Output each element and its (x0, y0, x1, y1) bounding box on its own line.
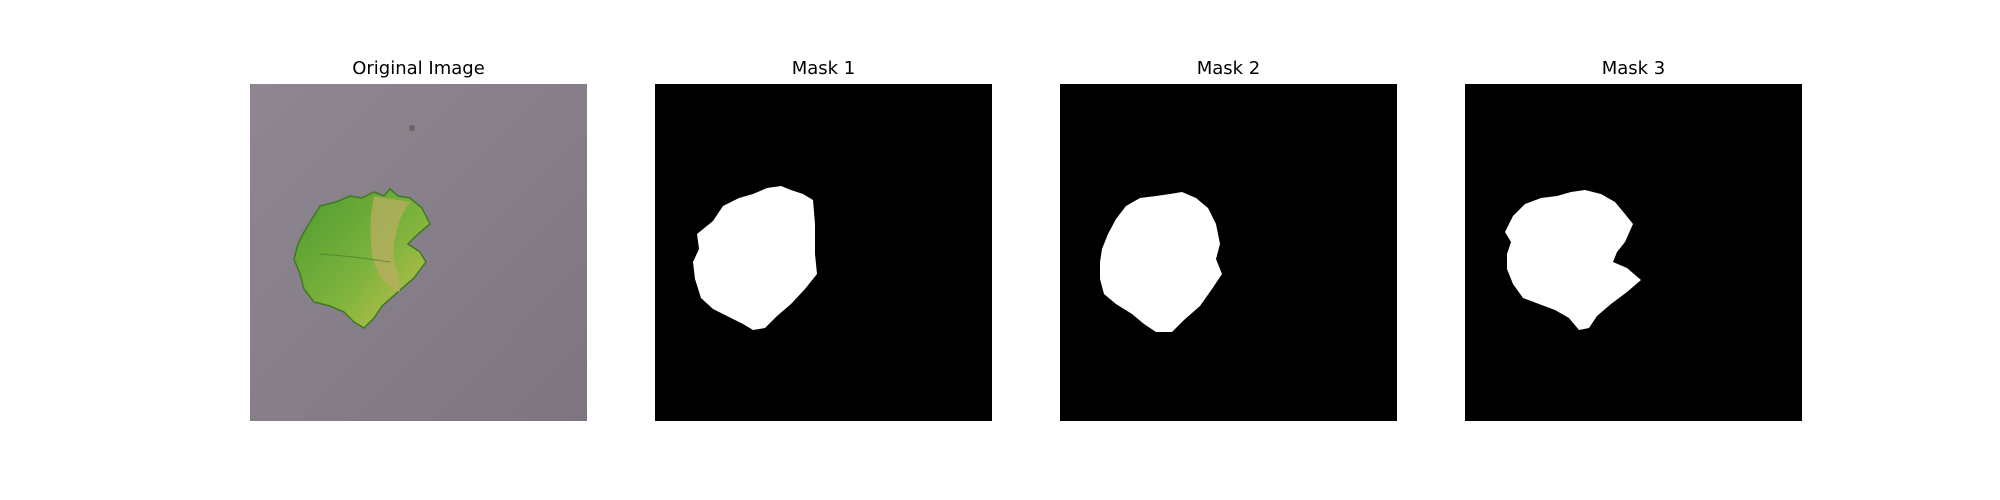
mask-1-foreground (693, 186, 817, 330)
mask-1-panel (655, 84, 992, 421)
mask-3 (1465, 84, 1802, 421)
mask-3-panel (1465, 84, 1802, 421)
original-image (250, 84, 587, 421)
debris-speck (409, 125, 415, 131)
mask-1 (655, 84, 992, 421)
original-image-panel (250, 84, 587, 421)
leaf-fold (370, 196, 410, 292)
panel-title-mask-2: Mask 2 (1196, 58, 1261, 79)
leaf-vein (319, 253, 391, 263)
mask-2 (1060, 84, 1397, 421)
panel-title-mask-3: Mask 3 (1601, 58, 1666, 79)
mask-2-panel (1060, 84, 1397, 421)
mask-2-foreground (1100, 192, 1222, 332)
panel-title-mask-1: Mask 1 (791, 58, 856, 79)
panel-title-original: Original Image (352, 58, 485, 79)
mask-3-foreground (1505, 190, 1641, 330)
